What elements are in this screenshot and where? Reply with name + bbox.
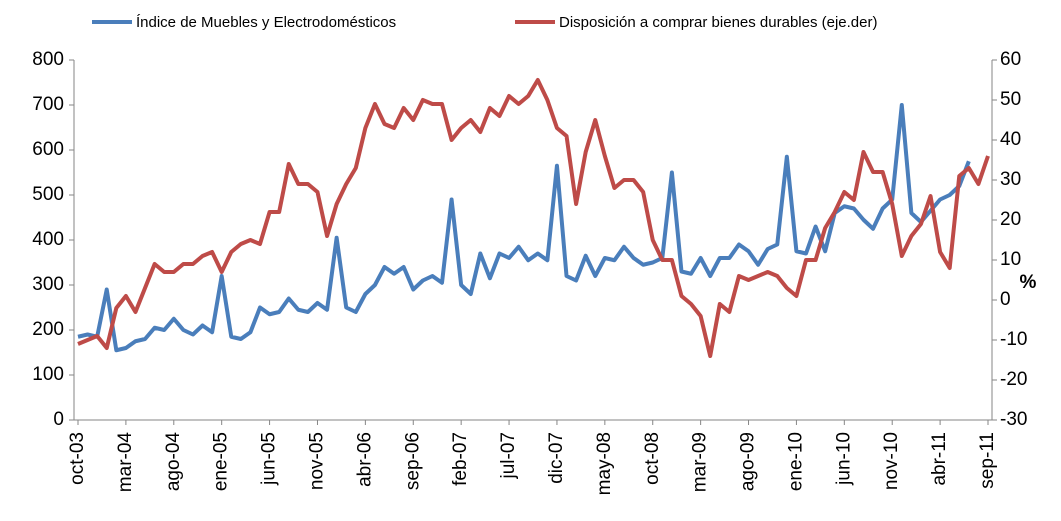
x-tick-label: ene-10 (785, 432, 806, 491)
y2-tick-label: 0 (1000, 289, 1011, 310)
y-tick-label: 600 (32, 139, 64, 160)
x-tick-label: oct-08 (642, 432, 663, 485)
y-tick-label: 300 (32, 274, 64, 295)
y-tick-label: 0 (53, 409, 64, 430)
x-tick-label: sep-06 (402, 432, 423, 490)
x-tick-label: jun-05 (259, 432, 280, 486)
x-tick-label: abr-06 (354, 432, 375, 487)
series-line (77, 78, 990, 358)
x-tick-label: jul-07 (498, 432, 519, 479)
x-tick-label: ago-04 (163, 432, 184, 492)
x-tick-label: feb-07 (450, 432, 471, 486)
x-tick-label: mar-04 (115, 432, 136, 493)
y2-tick-label: 10 (1000, 249, 1021, 270)
x-tick-label: jun-10 (833, 432, 854, 486)
y2-tick-label: -20 (1000, 369, 1027, 390)
x-tick-label: nov-10 (881, 432, 902, 490)
y2-tick-label: 40 (1000, 129, 1021, 150)
y-tick-label: 800 (32, 49, 64, 70)
y-tick-label: 400 (32, 229, 64, 250)
y-tick-label: 100 (32, 364, 64, 385)
x-tick-label: mar-09 (690, 432, 711, 492)
y2-tick-label: 20 (1000, 209, 1021, 230)
x-tick-label: sep-11 (977, 432, 998, 489)
y2-axis-label: % (1020, 272, 1037, 293)
x-tick-label: ene-05 (211, 432, 232, 491)
series-line (77, 103, 971, 353)
x-tick-label: oct-03 (67, 432, 88, 485)
x-tick-label: abr-11 (929, 432, 950, 486)
legend-label: Índice de Muebles y Electrodomésticos (136, 14, 396, 31)
y2-tick-label: 30 (1000, 169, 1021, 190)
x-tick-label: nov-05 (306, 432, 327, 490)
y2-tick-label: -10 (1000, 329, 1027, 350)
legend-label: Disposición a comprar bienes durables (e… (559, 14, 878, 31)
y2-tick-label: 50 (1000, 89, 1021, 110)
x-tick-label: ago-09 (738, 432, 759, 491)
y-tick-label: 200 (32, 319, 64, 340)
y2-tick-label: 60 (1000, 49, 1021, 70)
y-tick-label: 700 (32, 94, 64, 115)
y-tick-label: 500 (32, 184, 64, 205)
y2-tick-label: -30 (1000, 409, 1027, 430)
x-tick-label: dic-07 (546, 432, 567, 484)
x-tick-label: may-08 (594, 432, 615, 495)
